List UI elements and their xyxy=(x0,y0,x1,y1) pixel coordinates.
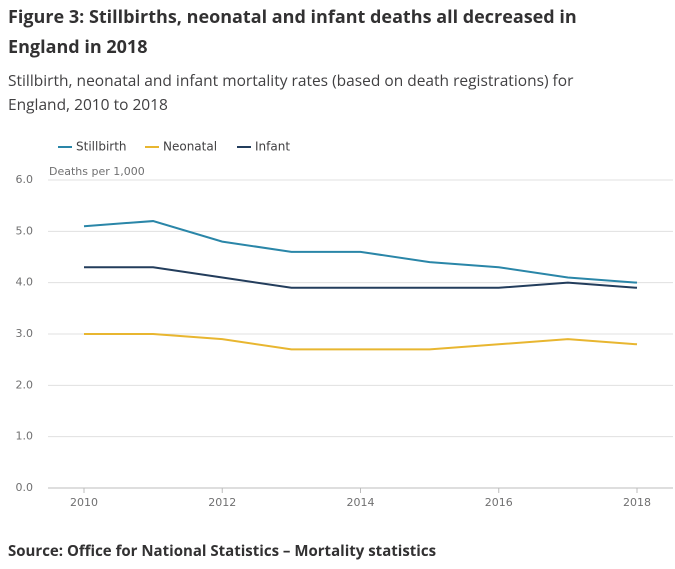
y-tick-label: 3.0 xyxy=(16,327,34,340)
source: Source: Office for National Statistics –… xyxy=(8,541,437,561)
series-line xyxy=(84,266,638,289)
x-tick-label: 2018 xyxy=(623,496,651,509)
y-axis-label: Deaths per 1,000 xyxy=(49,165,145,178)
y-tick-label: 1.0 xyxy=(16,430,34,443)
y-tick-label: 0.0 xyxy=(16,481,34,494)
y-tick-label: 2.0 xyxy=(16,378,34,391)
chart-title: Figure 3: Stillbirths, neonatal and infa… xyxy=(8,5,577,59)
x-tick-label: 2014 xyxy=(347,496,375,509)
x-tick-label: 2012 xyxy=(208,496,236,509)
chart-subtitle: Stillbirth, neonatal and infant mortalit… xyxy=(8,69,574,115)
x-tick-label: 2010 xyxy=(70,496,98,509)
series-line xyxy=(83,220,638,284)
legend-label: Neonatal xyxy=(163,140,217,154)
chart: Deaths per 1,000 0.0 1.0 2.0 3.0 4.0 5.0 6.0 20… xyxy=(16,140,673,509)
x-tick-label: 2016 xyxy=(485,496,513,509)
y-tick-label: 5.0 xyxy=(16,224,34,237)
y-tick-label: 4.0 xyxy=(16,276,34,289)
legend-label: Infant xyxy=(255,140,290,154)
y-tick-label: 6.0 xyxy=(16,173,34,186)
series-line xyxy=(84,333,638,351)
legend-label: Stillbirth xyxy=(76,140,127,154)
